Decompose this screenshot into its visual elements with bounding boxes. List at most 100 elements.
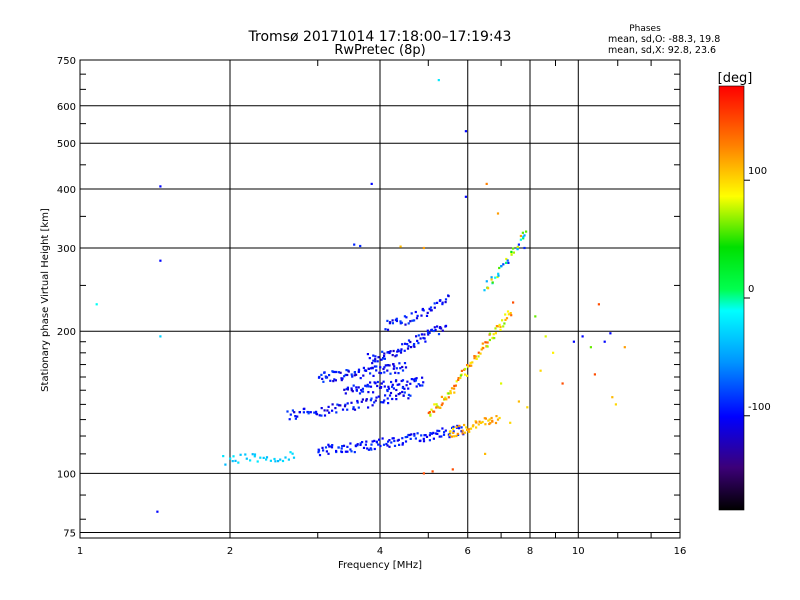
scatter-point bbox=[510, 253, 513, 256]
scatter-point bbox=[346, 402, 349, 405]
scatter-point bbox=[388, 445, 391, 448]
scatter-point bbox=[441, 402, 444, 405]
scatter-point bbox=[279, 458, 282, 461]
scatter-point bbox=[407, 393, 410, 396]
scatter-point bbox=[377, 395, 380, 398]
scatter-point bbox=[265, 458, 268, 461]
scatter-point bbox=[369, 385, 373, 388]
scatter-point bbox=[390, 380, 393, 384]
scatter-point bbox=[378, 371, 381, 374]
scatter-point bbox=[422, 437, 425, 440]
scatter-point bbox=[477, 423, 480, 426]
scatter-point bbox=[437, 333, 441, 336]
scatter-point bbox=[331, 409, 334, 412]
scatter-point bbox=[386, 369, 389, 372]
scatter-point bbox=[265, 456, 269, 459]
y-tick-label: 750 bbox=[57, 56, 76, 67]
scatter-point bbox=[440, 327, 443, 330]
scatter-point bbox=[427, 333, 430, 336]
scatter-point bbox=[379, 444, 382, 448]
scatter-point bbox=[409, 382, 412, 385]
scatter-point bbox=[466, 364, 469, 367]
stats-line-x: mean, sd,X: 92.8, 23.6 bbox=[608, 45, 716, 56]
chart-subtitle: RwPretec (8p) bbox=[334, 43, 425, 58]
scatter-point bbox=[372, 374, 375, 377]
scatter-point bbox=[445, 398, 448, 401]
scatter-point bbox=[431, 432, 434, 435]
scatter-point bbox=[475, 421, 478, 424]
scatter-point bbox=[376, 360, 379, 363]
scatter-point bbox=[360, 400, 363, 403]
scatter-point bbox=[389, 372, 392, 375]
scatter-point bbox=[497, 272, 500, 275]
plot-frame bbox=[79, 59, 681, 539]
scatter-point bbox=[294, 417, 297, 420]
scatter-point bbox=[357, 368, 361, 371]
scatter-point bbox=[341, 377, 344, 380]
scatter-point bbox=[426, 332, 430, 335]
scatter-point bbox=[436, 429, 439, 432]
scatter-point bbox=[501, 319, 504, 322]
scatter-point bbox=[561, 382, 564, 385]
scatter-point bbox=[354, 445, 357, 448]
scatter-point bbox=[436, 406, 439, 409]
scatter-point bbox=[341, 445, 344, 448]
scatter-point bbox=[384, 364, 387, 367]
scatter-point bbox=[441, 427, 444, 430]
scatter-point bbox=[393, 439, 396, 443]
scatter-point bbox=[222, 455, 225, 458]
scatter-point bbox=[453, 435, 456, 438]
scatter-point bbox=[433, 410, 436, 413]
scatter-point bbox=[455, 380, 458, 383]
scatter-point bbox=[369, 381, 372, 384]
scatter-point bbox=[498, 416, 501, 420]
scatter-point bbox=[249, 459, 252, 462]
scatter-point bbox=[421, 384, 424, 387]
scatter-point bbox=[159, 185, 162, 188]
scatter-point bbox=[357, 386, 360, 389]
scatter-point bbox=[416, 339, 419, 342]
scatter-point bbox=[224, 463, 227, 466]
scatter-point bbox=[350, 387, 353, 390]
scatter-point bbox=[425, 314, 429, 317]
scatter-point bbox=[366, 447, 369, 450]
scatter-point bbox=[371, 366, 374, 369]
x-tick-label: 16 bbox=[674, 546, 687, 557]
scatter-point bbox=[502, 325, 505, 328]
scatter-point bbox=[383, 357, 386, 360]
scatter-point bbox=[362, 446, 366, 449]
scatter-point bbox=[327, 452, 330, 455]
scatter-point bbox=[365, 398, 368, 401]
scatter-point bbox=[256, 460, 259, 463]
scatter-point bbox=[422, 472, 425, 475]
scatter-point bbox=[253, 455, 256, 458]
scatter-point bbox=[302, 411, 305, 414]
scatter-point bbox=[477, 355, 480, 358]
scatter-point bbox=[430, 329, 433, 332]
plot-area bbox=[79, 59, 681, 539]
scatter-point bbox=[391, 322, 394, 325]
scatter-point bbox=[409, 437, 412, 440]
scatter-point bbox=[369, 372, 372, 375]
scatter-point bbox=[362, 374, 365, 377]
scatter-point bbox=[400, 379, 403, 383]
scatter-point bbox=[374, 360, 377, 363]
scatter-point bbox=[411, 319, 414, 322]
scatter-point bbox=[438, 429, 441, 433]
scatter-point bbox=[330, 446, 334, 449]
scatter-point bbox=[426, 311, 429, 314]
scatter-point bbox=[395, 379, 398, 382]
scatter-point bbox=[434, 432, 437, 435]
scatter-point bbox=[401, 390, 404, 394]
scatter-point bbox=[470, 364, 473, 367]
scatter-point bbox=[229, 457, 232, 460]
scatter-point bbox=[327, 443, 330, 446]
scatter-point bbox=[318, 375, 321, 379]
scatter-point bbox=[444, 396, 447, 399]
scatter-point bbox=[245, 457, 248, 460]
scatter-point bbox=[388, 439, 391, 442]
scatter-point bbox=[407, 339, 411, 342]
scatter-point bbox=[450, 387, 454, 390]
scatter-point bbox=[485, 182, 488, 185]
scatter-point bbox=[321, 446, 324, 449]
